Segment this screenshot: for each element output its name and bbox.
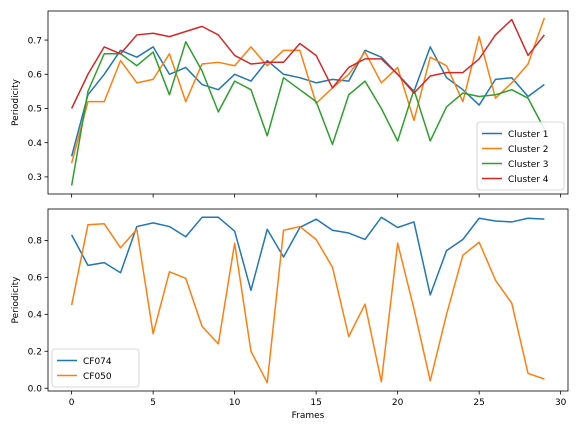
legend: Cluster 1 Cluster 2 Cluster 3 Cluster 4 — [476, 121, 565, 191]
y-tick-label: 0.6 — [28, 70, 43, 80]
legend-label: Cluster 3 — [508, 160, 549, 170]
y-tick-label: 0.4 — [28, 139, 43, 149]
y-tick-label: 0.6 — [28, 274, 43, 284]
series-line-1-2 — [70, 17, 546, 164]
series-line-1-3 — [70, 41, 546, 186]
legend-label: CF074 — [83, 357, 112, 367]
y-axis-label: Periodicity — [11, 276, 21, 324]
x-tick-label: 0 — [69, 398, 75, 408]
y-tick-label: 0.8 — [28, 237, 43, 247]
x-tick-label: 15 — [310, 398, 321, 408]
y-tick-label: 0.7 — [28, 36, 42, 46]
x-tick-label: 25 — [473, 398, 484, 408]
y-tick-label: 0.5 — [28, 105, 42, 115]
legend-label: Cluster 2 — [508, 145, 549, 155]
legend-label: Cluster 1 — [508, 130, 549, 140]
series-line-1-4 — [70, 18, 545, 109]
axes-frame — [47, 208, 569, 392]
legend-label: Cluster 4 — [508, 175, 549, 185]
y-tick-label: 0.2 — [28, 347, 42, 357]
series-line-2-1 — [70, 216, 545, 296]
legend: CF074 CF050 — [51, 348, 140, 388]
y-tick-label: 0.4 — [28, 311, 43, 321]
chart-panel-2: 0.0 0.2 0.4 0.6 0.8 0 5 10 15 20 25 30 Periodicity Fr… — [11, 208, 569, 421]
x-tick-label: 5 — [150, 398, 156, 408]
y-tick-label: 0.3 — [28, 173, 42, 183]
x-tick-label: 10 — [229, 398, 241, 408]
legend-label: CF050 — [83, 372, 112, 382]
x-axis-label: Frames — [292, 411, 325, 421]
x-tick-label: 30 — [555, 398, 567, 408]
axes-frame — [47, 10, 569, 195]
y-tick-label: 0.0 — [28, 384, 43, 394]
legend-box — [51, 348, 140, 388]
x-tick-label: 20 — [392, 398, 404, 408]
series-line-2-2 — [70, 223, 545, 384]
legend-box — [476, 121, 565, 191]
y-axis-label: Periodicity — [11, 78, 21, 126]
